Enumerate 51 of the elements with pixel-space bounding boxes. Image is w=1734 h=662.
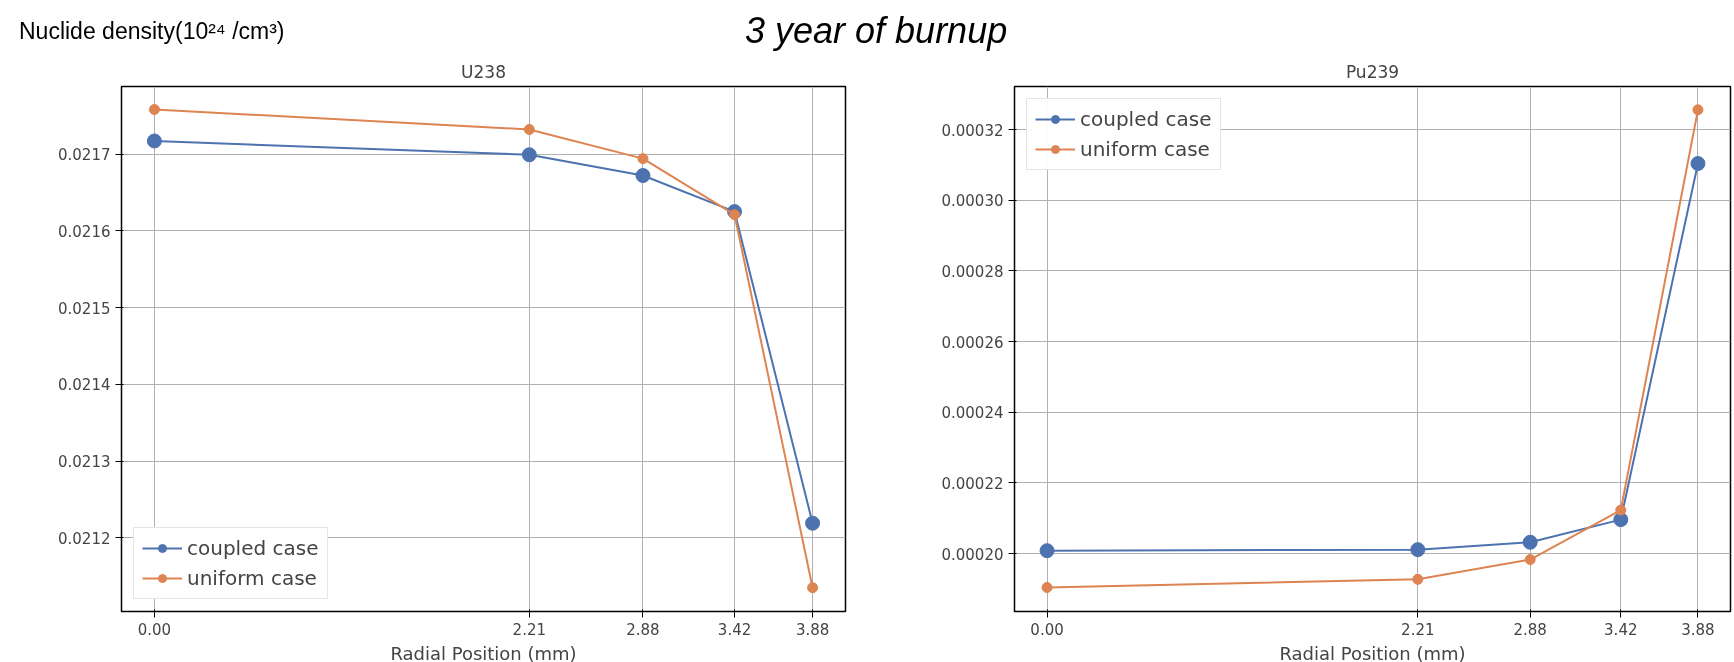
x-tick-label: 3.42: [1604, 620, 1638, 639]
x-tick-label: 3.42: [717, 620, 752, 639]
x-tick-label: 0.00: [1030, 620, 1064, 639]
point: [523, 123, 535, 135]
y-tick-label: 0.00026: [941, 333, 1004, 352]
point: [637, 153, 649, 165]
x-tick-label: 3.88: [1681, 620, 1715, 639]
y-tick-label: 0.0212: [58, 529, 111, 548]
legend-label: coupled case: [1080, 107, 1212, 131]
y-tick-label: 0.00024: [941, 404, 1004, 423]
text: 3 year of burnup: [745, 9, 1008, 53]
y-tick-label: 0.0213: [58, 453, 111, 472]
point: [729, 209, 741, 221]
y-axis-title: Nuclide density(10²⁴ /cm³): [19, 17, 285, 46]
y-tick-label: 0.00030: [941, 192, 1004, 211]
point: [807, 582, 819, 594]
x-tick-label: 2.88: [1513, 620, 1547, 639]
point: [1410, 542, 1426, 558]
point: [521, 147, 537, 163]
x-axis-title: Radial Position (mm): [390, 642, 577, 662]
chart-title: U238: [461, 61, 506, 82]
point: [1522, 534, 1538, 550]
y-tick-label: 0.0216: [58, 222, 111, 241]
point: [805, 515, 821, 531]
x-tick-label: 2.21: [512, 620, 547, 639]
y-tick-label: 0.0215: [58, 299, 111, 318]
y-tick-label: 0.00028: [941, 262, 1004, 281]
y-tick-label: 0.00020: [941, 545, 1004, 564]
x-tick-label: 2.88: [626, 620, 660, 639]
y-tick-label: 0.00032: [941, 121, 1004, 140]
x-tick-label: 2.21: [1401, 620, 1435, 639]
point: [635, 168, 651, 184]
y-tick-label: 0.0217: [58, 146, 111, 165]
point: [1524, 554, 1536, 566]
y-tick-label: 0.00022: [941, 474, 1004, 493]
legend-label: uniform case: [1080, 137, 1210, 161]
legend-label: uniform case: [187, 566, 317, 590]
point: [1615, 504, 1627, 516]
x-tick-label: 0.00: [137, 620, 172, 639]
point: [146, 133, 162, 149]
legend-label: coupled case: [187, 536, 319, 560]
point: [1039, 543, 1055, 559]
point: [148, 104, 160, 116]
y-tick-label: 0.0214: [58, 376, 111, 395]
point: [1692, 104, 1704, 116]
point: [1041, 581, 1053, 593]
x-tick-label: 3.88: [795, 620, 830, 639]
chart-title: Pu239: [1345, 61, 1400, 82]
point: [1690, 156, 1706, 172]
x-axis-title: Radial Position (mm): [1279, 642, 1466, 662]
point: [1412, 573, 1424, 585]
